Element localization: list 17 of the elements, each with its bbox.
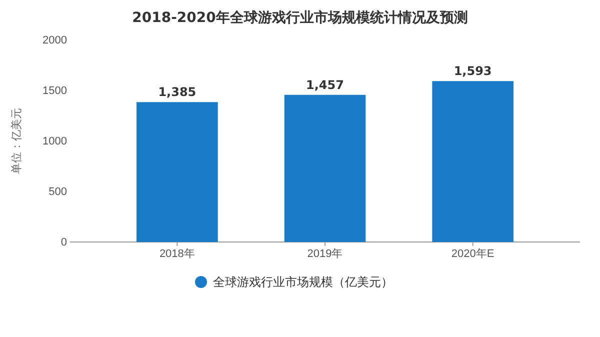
x-tick-label: 2019年 — [307, 248, 343, 260]
y-axis-title: 单位：亿美元 — [10, 108, 23, 174]
bar — [284, 94, 366, 242]
text: 1,593 — [454, 64, 492, 78]
y-tick-label: 2000 — [42, 34, 67, 47]
bar — [432, 81, 514, 242]
bar — [136, 102, 218, 242]
y-tick-label: 500 — [48, 186, 67, 198]
y-tick-label: 1000 — [42, 136, 67, 148]
y-tick-label: 1500 — [42, 85, 67, 98]
legend-label: 全球游戏行业市场规模（亿美元） — [213, 275, 393, 289]
chart-title: 2018-2020年全球游戏行业市场规模统计情况及预测 — [132, 9, 468, 26]
x-tick-label: 2020年E — [451, 248, 494, 260]
text: 1,385 — [158, 85, 196, 100]
y-tick-label: 0 — [60, 236, 67, 249]
x-tick-label: 2018年 — [159, 248, 195, 260]
text: 1,457 — [306, 78, 344, 92]
